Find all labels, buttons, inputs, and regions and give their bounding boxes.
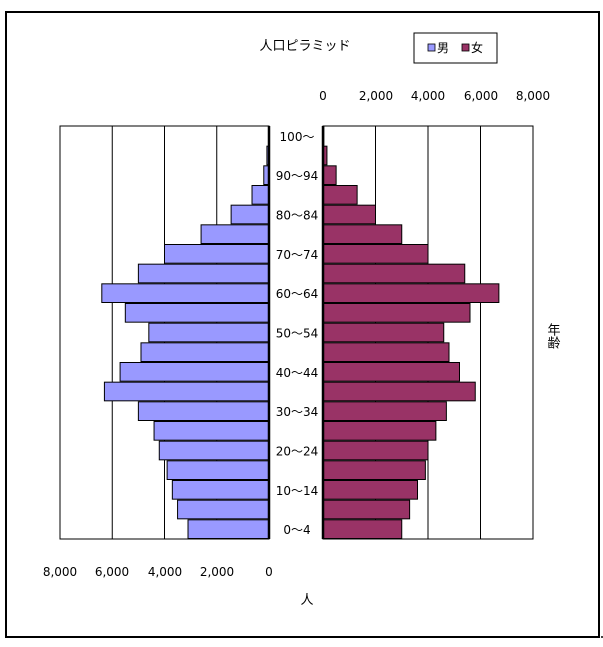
category-label: 40～44 xyxy=(276,366,319,380)
bar-male xyxy=(187,519,270,539)
category-label: 30～34 xyxy=(276,405,319,419)
bar-female xyxy=(322,263,466,284)
bar-male xyxy=(137,401,270,422)
category-label: 60～64 xyxy=(276,287,319,301)
legend-swatch-female xyxy=(461,43,470,52)
bar-male xyxy=(166,460,270,481)
legend: 男 女 xyxy=(413,32,498,64)
bar-female xyxy=(322,204,376,225)
bar-female xyxy=(322,322,445,343)
category-label: 10～14 xyxy=(276,484,319,498)
bar-male xyxy=(164,244,270,264)
chart-outer-border xyxy=(5,11,600,638)
category-label: 0～4 xyxy=(283,523,310,537)
bar-female xyxy=(322,421,437,441)
bar-female xyxy=(322,519,403,539)
top-tick-label: 4,000 xyxy=(411,89,445,103)
bar-female xyxy=(322,342,450,363)
bar-female xyxy=(322,303,471,323)
bottom-tick-label: 8,000 xyxy=(43,565,77,579)
bottom-axis: 8,000 6,000 4,000 2,000 0 xyxy=(43,565,273,579)
bar-female xyxy=(322,480,418,500)
bar-male xyxy=(153,421,270,441)
bottom-tick-label: 4,000 xyxy=(148,565,182,579)
category-label: 50～54 xyxy=(276,327,319,341)
bar-female xyxy=(322,185,358,205)
category-labels: 0～4 10～14 20～24 30～34 40～44 50～54 60～64 70～74 80… xyxy=(276,130,319,537)
legend-box xyxy=(413,32,498,64)
bottom-tick-label: 0 xyxy=(265,565,273,579)
bar-male xyxy=(137,263,270,284)
bottom-tick-label: 6,000 xyxy=(95,565,129,579)
bar-female xyxy=(322,381,476,402)
category-label: 100～ xyxy=(280,130,315,144)
bar-female xyxy=(322,362,460,382)
bar-male xyxy=(251,185,270,205)
bar-female xyxy=(322,460,426,481)
category-label: 20～24 xyxy=(276,445,319,459)
bottom-tick-label: 2,000 xyxy=(200,565,234,579)
plot-frame xyxy=(59,125,534,540)
chart-title: 人口ピラミッド xyxy=(259,39,350,54)
y-axis-label: 年齢 xyxy=(545,323,561,349)
bar-female xyxy=(322,499,411,520)
top-tick-label: 6,000 xyxy=(464,89,498,103)
category-label: 90～94 xyxy=(276,169,319,183)
bar-female xyxy=(322,401,447,422)
bar-male xyxy=(119,362,270,382)
legend-swatch-male xyxy=(427,43,436,52)
bar-male xyxy=(140,342,270,363)
top-axis: 0 2,000 4,000 6,000 8,000 xyxy=(319,89,550,103)
bar-female xyxy=(322,283,500,304)
top-tick-label: 2,000 xyxy=(359,89,393,103)
bar-male xyxy=(101,283,270,304)
top-tick-label: 8,000 xyxy=(516,89,550,103)
bar-male xyxy=(230,204,270,225)
x-axis-label: 人 xyxy=(300,593,313,608)
bar-female xyxy=(322,440,429,461)
bar-male xyxy=(158,440,270,461)
category-label: 70～74 xyxy=(276,248,319,262)
bar-female xyxy=(322,224,403,244)
top-tick-label: 0 xyxy=(319,89,327,103)
bar-male xyxy=(124,303,270,323)
bar-male xyxy=(171,480,270,500)
bar-female xyxy=(322,244,429,264)
legend-label-female: 女 xyxy=(471,40,483,55)
category-label: 80～84 xyxy=(276,209,319,223)
bar-female xyxy=(322,165,337,185)
bar-male xyxy=(177,499,270,520)
bar-male xyxy=(103,381,270,402)
bar-male xyxy=(200,224,270,244)
bar-male xyxy=(148,322,270,343)
legend-label-male: 男 xyxy=(437,41,449,55)
